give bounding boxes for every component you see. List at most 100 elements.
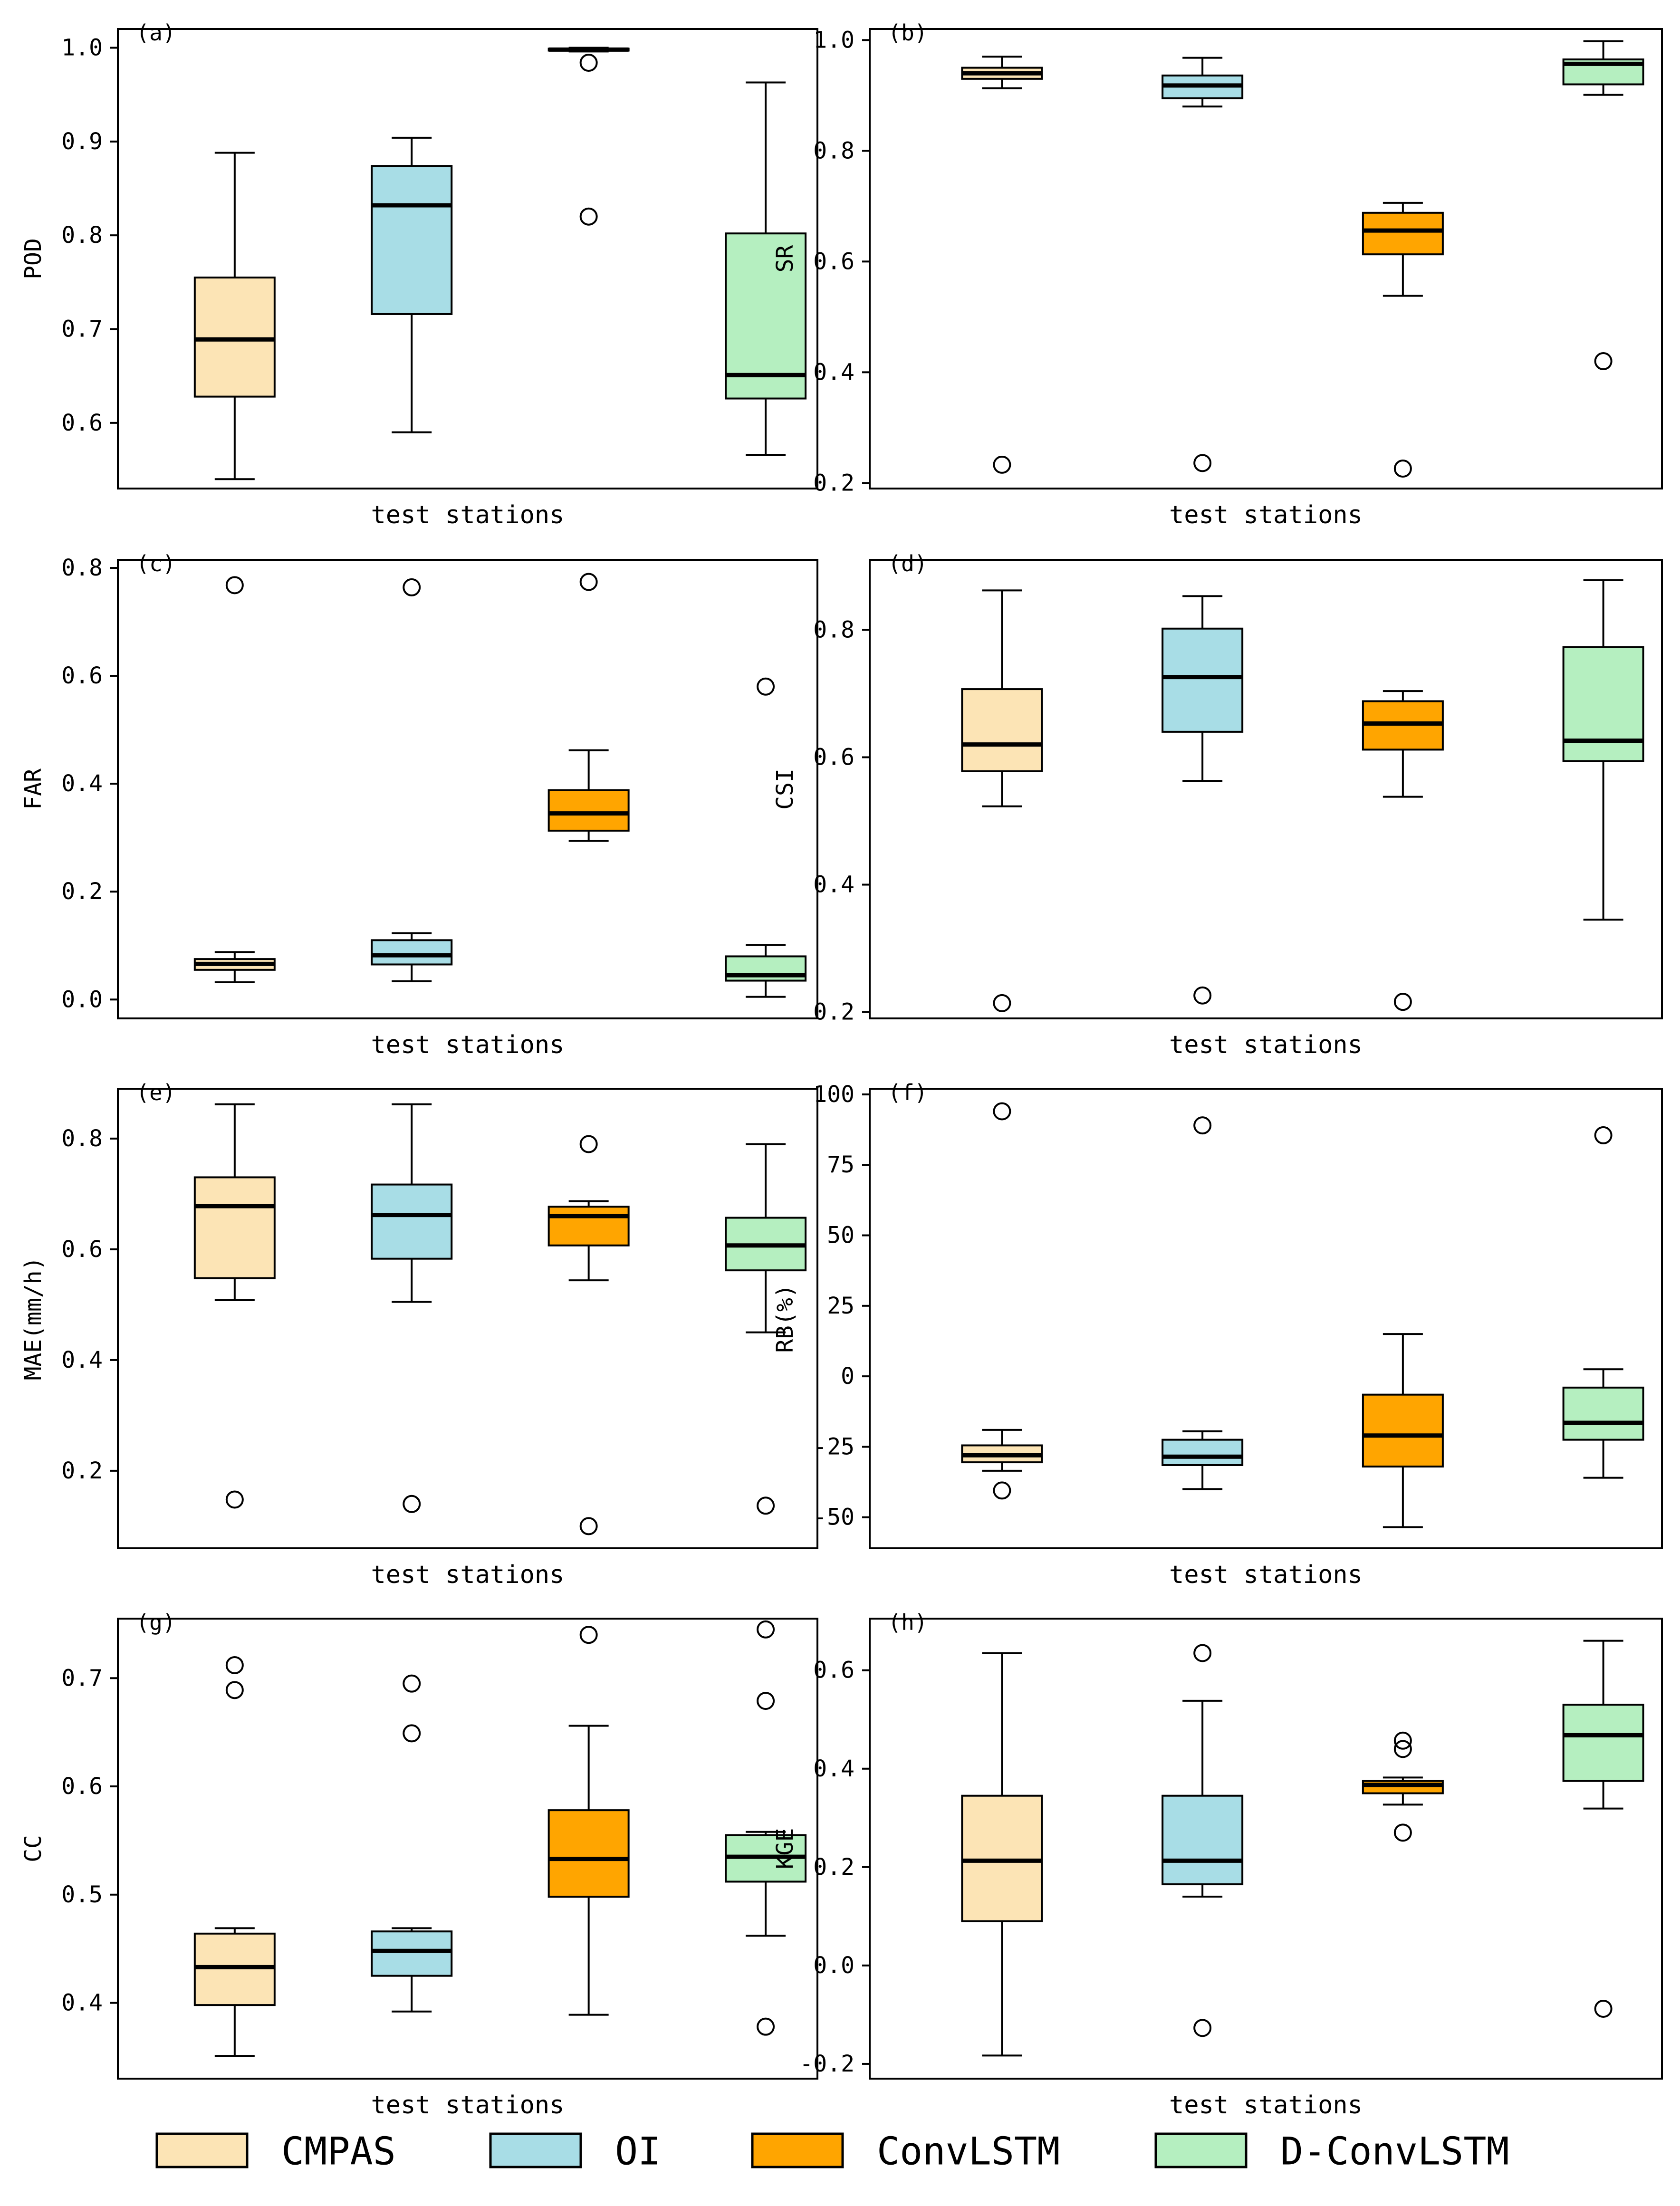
outlier-point [757,1620,775,1639]
plot-frame [869,1618,1663,2080]
legend-swatch [751,2132,844,2168]
box-d-convlstm [1562,579,1644,921]
box-oi [371,1103,453,1513]
box-cmpas [961,589,1043,1012]
plot-frame [117,1618,818,2080]
iqr-box [371,165,453,315]
iqr-box [371,1930,453,1977]
outlier-point [1594,352,1613,371]
legend-label: OI [615,2129,661,2174]
y-tick-label: 1.0 [813,27,854,53]
outlier-point [1393,1823,1412,1842]
outlier-point [403,1674,421,1693]
iqr-box [1162,627,1244,733]
box-d-convlstm [725,1620,807,2036]
iqr-box [1562,1386,1644,1441]
panel-c: 0.0 0.2 0.4 0.6 0.8 FAR test stations (c) [20,551,818,1059]
plot-frame [117,559,818,1019]
y-tick-label: 0.4 [61,770,103,797]
outlier-point [1393,1731,1412,1750]
iqr-box [193,1932,276,2006]
y-tick-label: 0.2 [813,999,854,1026]
legend-item-d-convlstm: D-ConvLSTM [1154,2129,1509,2174]
iqr-box [371,939,453,966]
panel-label: (g) [136,1610,175,1635]
panel-g: 0.4 0.5 0.6 0.7 CC test stations (g) [20,1610,818,2120]
x-axis-label: test stations [371,1561,565,1589]
y-tick-label: 0.4 [61,1347,103,1373]
iqr-box [725,232,807,400]
outlier-point [993,1481,1011,1500]
outlier-point [1193,2019,1212,2037]
box-oi [371,136,453,433]
outlier-point [225,1490,244,1509]
y-tick-label: 0.2 [61,1458,103,1484]
box-d-convlstm [1562,40,1644,371]
y-axis-title: FAR [20,768,47,810]
outlier-point [403,1724,421,1743]
y-tick-label: 0 [841,1363,854,1390]
y-tick-label: 0.6 [813,1657,854,1684]
panel-label: (h) [888,1610,927,1635]
y-tick-label: 0.4 [813,872,854,898]
y-tick-label: 0.6 [813,248,854,275]
outlier-point [579,573,598,591]
panel-d: 0.2 0.4 0.6 0.8 CSI test stations (d) [772,551,1663,1059]
iqr-box [1162,1794,1244,1886]
plot-frame [117,1088,818,1549]
box-cmpas [193,1103,276,1509]
outlier-point [1193,1116,1212,1135]
y-axis-title: RB(%) [772,1284,798,1353]
y-tick-label: 0.8 [61,1125,103,1152]
y-tick-label: 0.2 [813,1854,854,1880]
y-tick-label: 0.5 [61,1881,103,1908]
box-d-convlstm [725,677,807,998]
y-tick-label: 0.6 [813,744,854,770]
panel-label: (f) [888,1080,927,1105]
iqr-box [1162,1439,1244,1466]
outlier-point [225,1681,244,1699]
iqr-box [547,1809,630,1898]
legend-swatch [155,2132,249,2168]
box-d-convlstm [1562,1640,1644,2018]
outlier-point [1193,986,1212,1005]
y-tick-label: 25 [827,1293,854,1319]
y-axis-title: POD [20,238,47,279]
box-oi [1162,1644,1244,2037]
y-tick-label: 0.7 [61,1665,103,1691]
box-cmpas [193,576,276,983]
y-axis-title: SR [772,245,798,273]
iqr-box [961,1794,1043,1922]
outlier-point [579,54,598,72]
outlier-point [757,677,775,696]
panel-label: (c) [136,551,175,576]
x-axis-label: test stations [1169,501,1363,529]
box-oi [1162,1116,1244,1490]
legend-label: D-ConvLSTM [1280,2129,1509,2174]
box-oi [371,1674,453,2013]
outlier-point [993,455,1011,474]
box-convlstm [547,1135,630,1535]
legend-item-convlstm: ConvLSTM [751,2129,1060,2174]
y-tick-label: 0.6 [61,1236,103,1263]
box-cmpas [961,56,1043,474]
y-tick-label: 0.6 [61,410,103,436]
outlier-point [757,1692,775,1710]
y-tick-label: -50 [813,1504,854,1531]
y-tick-label: 0.8 [813,616,854,643]
legend-item-oi: OI [489,2129,661,2174]
y-axis-title: MAE(mm/h) [20,1256,47,1380]
iqr-box [371,1183,453,1260]
outlier-point [1594,1999,1613,2018]
box-d-convlstm [1562,1126,1644,1479]
panel-label: (e) [136,1080,175,1105]
outlier-point [1393,1740,1412,1758]
y-tick-label: 0.0 [61,986,103,1013]
x-axis-label: test stations [1169,1561,1363,1589]
panel-label: (b) [888,20,927,46]
y-tick-label: -0.2 [799,2051,854,2077]
outlier-point [1594,1126,1613,1144]
y-tick-label: 0.9 [61,128,103,155]
box-oi [371,578,453,982]
